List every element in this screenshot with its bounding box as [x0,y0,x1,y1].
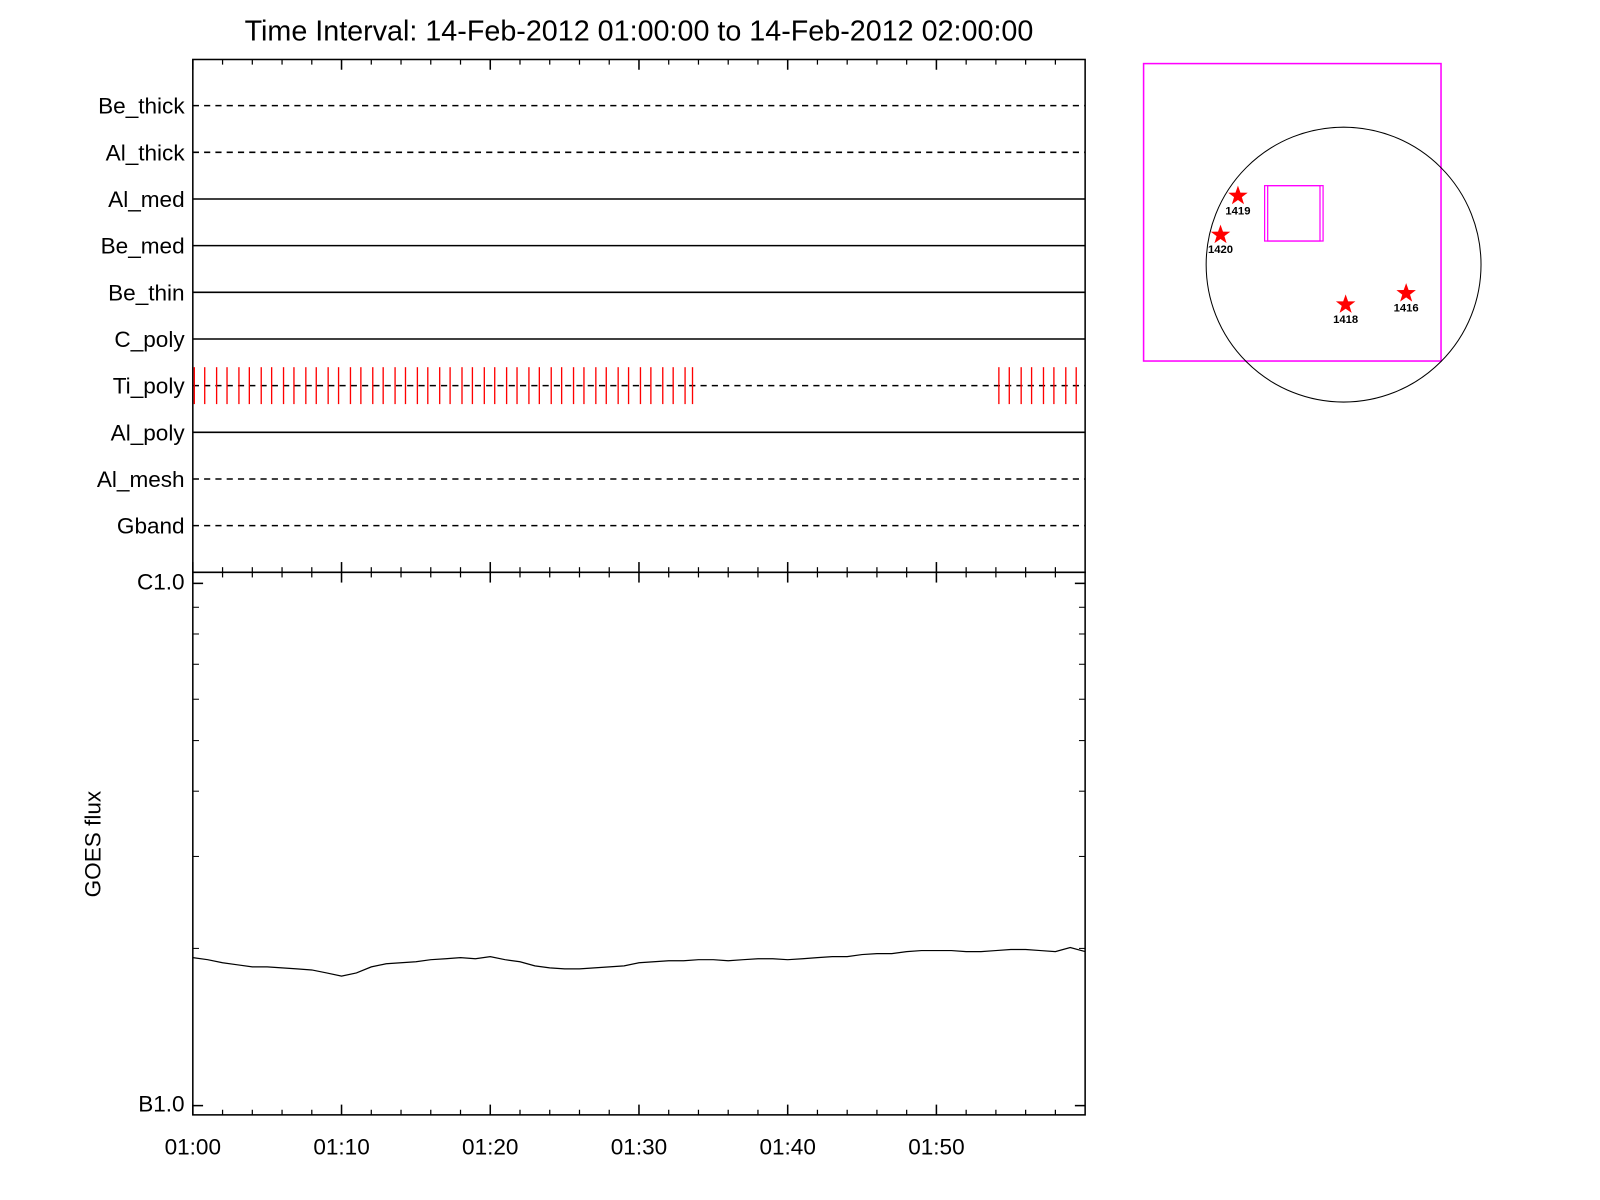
y-tick-label: C1.0 [137,569,185,594]
x-tick-label: 01:10 [313,1135,369,1160]
row-label: Al_mesh [97,467,185,492]
row-label: C_poly [114,327,185,352]
row-label: Be_thin [108,280,184,305]
row-label: Al_thick [106,140,186,165]
fov-box [1142,62,1442,362]
context-map [1142,62,1482,403]
x-tick-label: 01:50 [908,1135,964,1160]
row-label: Gband [117,514,185,539]
region-marker [1335,294,1356,313]
x-tick-label: 01:00 [165,1135,221,1160]
row-label: Be_med [101,234,185,259]
x-tick-label: 01:30 [611,1135,667,1160]
x-tick-label: 01:20 [462,1135,518,1160]
row-label: Ti_poly [113,374,186,399]
region-marker [1228,185,1248,205]
y-axis-label: GOES flux [80,790,105,897]
event-panel-frame [192,58,1086,574]
y-tick-label: B1.0 [138,1092,184,1117]
detector-box [1263,185,1321,242]
region-label: 1419 [1225,205,1250,217]
region-label: 1420 [1208,244,1233,256]
region-marker [1210,224,1231,244]
detector-box [1267,185,1324,242]
flux-line [192,946,1086,977]
x-tick-label: 01:40 [759,1135,815,1160]
region-label: 1416 [1394,303,1419,315]
row-label: Al_med [108,187,184,212]
flux-panel-frame [192,571,1086,1116]
chart-title: Time Interval: 14-Feb-2012 01:00:00 to 1… [245,15,1034,47]
row-label: Al_poly [111,420,186,445]
region-label: 1418 [1333,314,1358,326]
region-marker [1396,283,1416,302]
row-label: Be_thick [98,94,185,119]
solar-disk [1205,126,1482,403]
